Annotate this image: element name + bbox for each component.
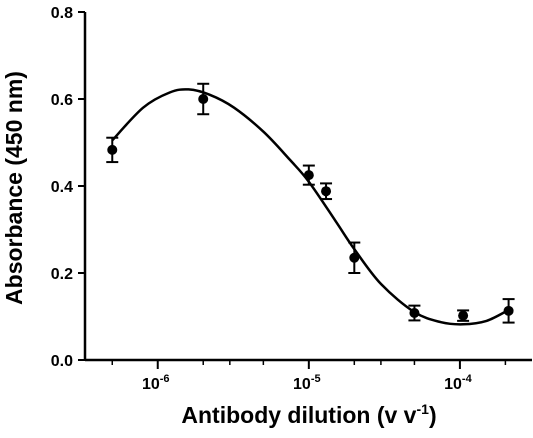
data-point-group (408, 304, 421, 322)
data-point-group (348, 241, 361, 274)
fit-curve (111, 88, 510, 326)
y-tick-label: 0.8 (51, 5, 73, 22)
data-point-group (302, 164, 315, 186)
x-tick-label: 10-4 (444, 373, 472, 393)
y-tick-label: 0.0 (51, 353, 73, 370)
y-axis-title: Absorbance (450 nm) (1, 71, 27, 305)
fit-curve-layer (111, 88, 510, 326)
data-point-group (320, 182, 333, 201)
data-point (503, 305, 514, 316)
data-point (303, 170, 314, 181)
x-axis-title: Antibody dilution (v v-1) (181, 401, 436, 428)
axes-layer: 0.0 0.2 0.4 0.6 0.8 10-6 10-5 10-4 (51, 5, 532, 393)
data-point (349, 252, 360, 263)
data-point-group (502, 298, 515, 324)
data-point-group (197, 82, 210, 116)
y-tick-label: 0.6 (51, 92, 73, 109)
data-point (458, 310, 469, 321)
y-tick-label: 0.2 (51, 266, 73, 283)
data-points-layer (106, 82, 515, 324)
x-tick-label: 10-6 (142, 373, 170, 393)
y-tick-label: 0.4 (51, 179, 73, 196)
data-point (409, 308, 420, 319)
data-point (198, 94, 209, 104)
data-point (107, 144, 118, 155)
data-point (321, 186, 332, 197)
data-point-group (106, 136, 119, 164)
x-tick-label: 10-5 (293, 373, 321, 393)
data-point-group (457, 309, 470, 322)
